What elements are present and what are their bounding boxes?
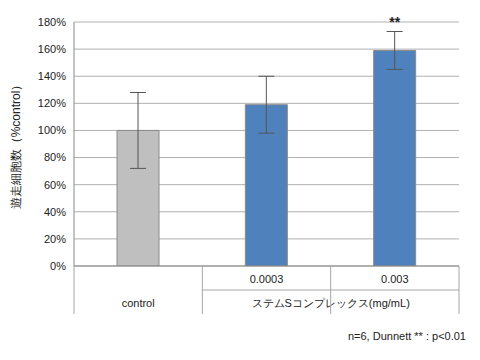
svg-text:20%: 20% <box>44 233 66 245</box>
svg-text:60%: 60% <box>44 179 66 191</box>
svg-text:0.003: 0.003 <box>381 273 409 285</box>
svg-text:0%: 0% <box>50 260 66 272</box>
svg-text:80%: 80% <box>44 151 66 163</box>
svg-text:**: ** <box>389 14 400 30</box>
svg-text:100%: 100% <box>38 124 66 136</box>
html-text:n=6, Dunnett ** : p<0.01: n=6, Dunnett ** : p<0.01 <box>348 330 466 342</box>
svg-text:ステムSコンプレックス(mg/mL): ステムSコンプレックス(mg/mL) <box>251 297 410 309</box>
svg-text:control: control <box>122 297 155 309</box>
svg-text:120%: 120% <box>38 97 66 109</box>
svg-text:遊走細胞数（%control）: 遊走細胞数（%control） <box>9 79 23 210</box>
svg-text:140%: 140% <box>38 70 66 82</box>
svg-text:180%: 180% <box>38 16 66 28</box>
svg-text:0.0003: 0.0003 <box>250 273 284 285</box>
svg-text:40%: 40% <box>44 206 66 218</box>
svg-text:160%: 160% <box>38 43 66 55</box>
